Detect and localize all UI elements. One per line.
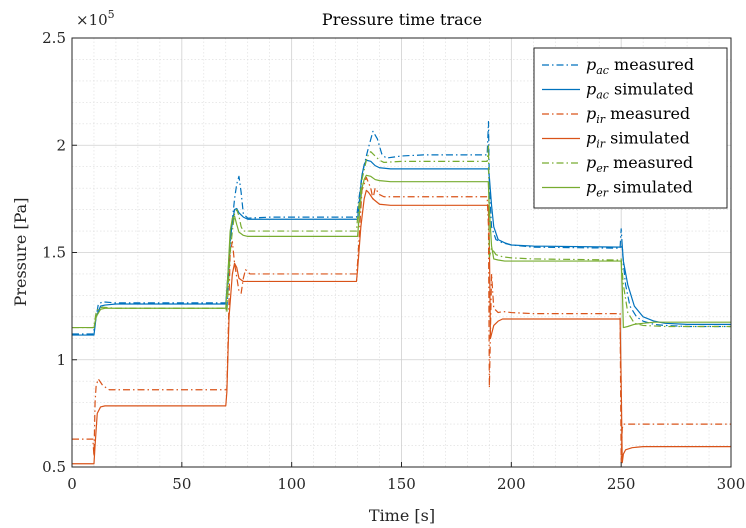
legend-entry: pir measured [586, 104, 690, 126]
y-tick-label: 1 [56, 351, 66, 369]
legend-series-name: measured [608, 153, 693, 172]
legend-subscript: er [596, 187, 609, 200]
x-tick-label: 150 [387, 475, 416, 493]
legend-series-name: measured [605, 104, 690, 123]
y-tick-label: 1.5 [42, 244, 66, 262]
legend-symbol: p [586, 104, 596, 123]
legend-entry: per simulated [586, 178, 693, 200]
y-tick-label: 2 [56, 136, 66, 154]
y-tick-label: 0.5 [42, 458, 66, 476]
y-axis-label: Pressure [Pa] [11, 198, 30, 307]
legend-series-name: simulated [609, 80, 694, 99]
legend-series-name: simulated [605, 129, 690, 148]
legend-symbol: p [586, 55, 596, 74]
legend-symbol: p [586, 178, 596, 197]
axis-ticks: 0 50 100 150 200 250 300 0.5 1 1.5 2 2.5 [42, 29, 745, 493]
y-exponent-label: ×105 [76, 8, 115, 29]
plot-lines [72, 121, 731, 465]
x-axis-label: Time [s] [369, 506, 435, 525]
legend-symbol: p [586, 153, 596, 172]
legend-symbol: p [586, 80, 596, 99]
legend-subscript: ir [596, 113, 606, 126]
legend-box [533, 47, 728, 209]
legend-symbol: p [586, 129, 596, 148]
y-tick-label: 2.5 [42, 29, 66, 47]
series-line-p-er-measured [72, 144, 731, 329]
legend-entry: per measured [586, 153, 693, 175]
x-tick-label: 100 [277, 475, 306, 493]
legend-series-name: measured [609, 55, 694, 74]
x-tick-label: 50 [172, 475, 191, 493]
legend-subscript: ac [596, 89, 609, 102]
legend-subscript: ir [596, 138, 606, 151]
series-line-p-er-simulated [72, 174, 731, 329]
x-tick-label: 250 [607, 475, 636, 493]
y-exponent-base: ×10 [76, 11, 108, 29]
series-line-p-ir-measured [72, 176, 731, 464]
y-exponent-power: 5 [108, 8, 115, 21]
legend-subscript: er [596, 162, 609, 175]
legend-entry: pac measured [586, 55, 694, 77]
chart-title: Pressure time trace [322, 10, 482, 29]
x-tick-label: 300 [717, 475, 746, 493]
legend-entry: pac simulated [586, 80, 694, 102]
series-line-p-ir-simulated [72, 189, 731, 465]
x-tick-label: 200 [497, 475, 526, 493]
legend-series-name: simulated [608, 178, 693, 197]
x-tick-label: 0 [67, 475, 77, 493]
legend-subscript: ac [596, 64, 609, 77]
legend-entry: pir simulated [586, 129, 690, 151]
